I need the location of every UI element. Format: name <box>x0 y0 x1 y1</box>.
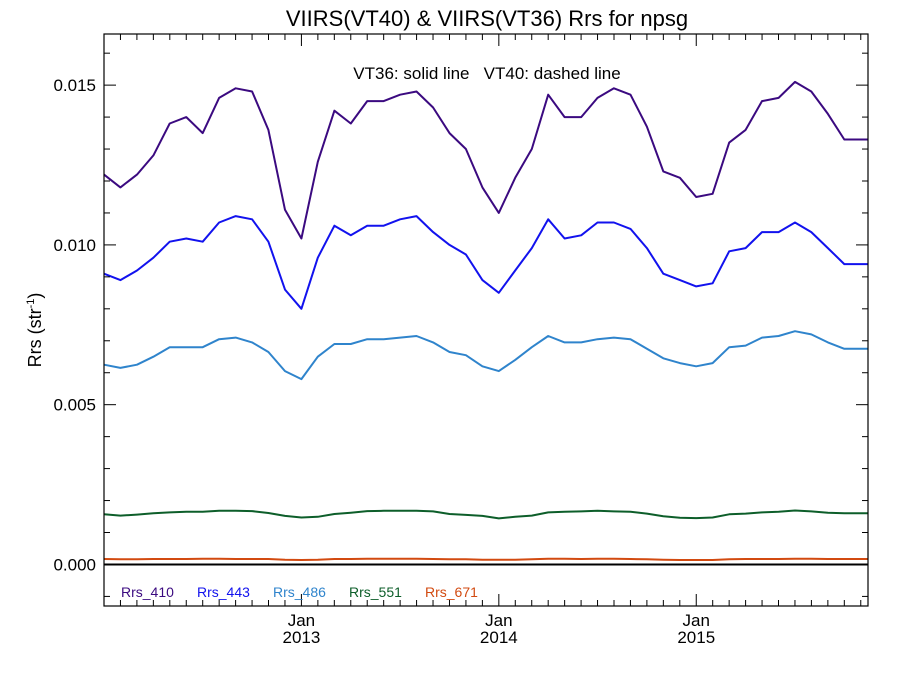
x-tick-label-year: 2015 <box>677 628 715 647</box>
x-tick-label-month: Jan <box>288 611 315 630</box>
x-tick-label-year: 2013 <box>283 628 321 647</box>
legend-entry-rrs-671: Rrs_671 <box>425 584 478 600</box>
chart-annotation: VT36: solid line VT40: dashed line <box>353 64 620 83</box>
series-line-rrs-486 <box>103 330 868 381</box>
axis-ticks <box>104 34 868 606</box>
y-tick-label: 0.010 <box>53 236 96 255</box>
x-tick-label-month: Jan <box>683 611 710 630</box>
legend-entry-rrs-410: Rrs_410 <box>121 584 174 600</box>
y-tick-labels: 0.000 0.005 0.010 0.015 <box>53 76 96 574</box>
y-axis-label-close: ) <box>25 293 45 299</box>
y-tick-label: 0.015 <box>53 76 96 95</box>
legend-entry-rrs-443: Rrs_443 <box>197 584 250 600</box>
y-axis-label: Rrs (str-1) <box>25 293 45 368</box>
series-line-rrs-410 <box>103 80 868 240</box>
chart-title: VIIRS(VT40) & VIIRS(VT36) Rrs for npsg <box>286 6 688 31</box>
series-line-rrs-551 <box>103 509 868 520</box>
legend-entry-rrs-551: Rrs_551 <box>349 584 402 600</box>
y-axis-label-text: Rrs (str <box>25 308 45 367</box>
y-tick-label: 0.005 <box>53 396 96 415</box>
series-lines <box>103 80 868 561</box>
legend-entry-rrs-486: Rrs_486 <box>273 584 326 600</box>
x-tick-label-year: 2014 <box>480 628 518 647</box>
legend: Rrs_410 Rrs_443 Rrs_486 Rrs_551 Rrs_671 <box>121 584 478 600</box>
series-line-rrs-671 <box>103 557 868 561</box>
y-tick-label: 0.000 <box>53 555 96 574</box>
series-line-rrs-443 <box>103 215 868 310</box>
y-axis-label-superscript: -1 <box>25 299 37 309</box>
plot-frame <box>103 33 869 607</box>
x-tick-label-month: Jan <box>485 611 512 630</box>
